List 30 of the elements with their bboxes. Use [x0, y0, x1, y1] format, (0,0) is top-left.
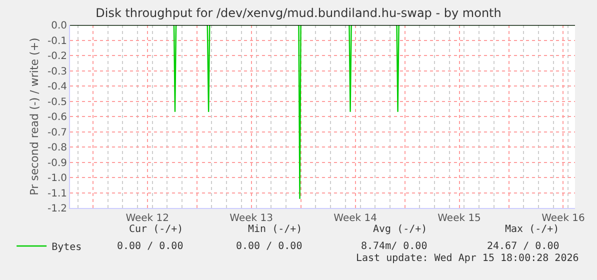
- text: Max (-/+): [505, 224, 560, 235]
- y-axis-title: Pr second read (-) / write (+): [28, 38, 42, 196]
- chart-title: Disk throughput for /dev/xenvg/mud.bundiland.hu-swap - by month: [96, 6, 502, 20]
- y-tick-label: -0.1: [47, 36, 67, 47]
- y-tick-label: 0.0: [51, 20, 67, 32]
- text: Last update: Wed Apr 15 18:00:28 2026: [356, 253, 579, 264]
- y-tick-label: -1.1: [47, 188, 67, 200]
- x-tick-label: Week 12: [126, 213, 170, 224]
- y-tick-label: -1.0: [47, 173, 67, 184]
- text: 0.00 / 0.00: [236, 241, 302, 252]
- y-tick-label: -0.8: [47, 142, 67, 154]
- y-tick-label: -0.9: [47, 158, 67, 169]
- y-tick-label: -0.5: [47, 96, 67, 108]
- text: Cur (-/+): [129, 224, 184, 235]
- text: 0.00 / 0.00: [117, 241, 184, 252]
- y-tick-label: -0.2: [47, 51, 67, 62]
- y-tick-label: -1.2: [47, 204, 67, 214]
- x-tick-label: Week 15: [438, 213, 481, 224]
- legend-label: Bytes: [52, 242, 82, 253]
- text: 24.67 / 0.00: [487, 241, 560, 252]
- y-tick-label: -0.6: [47, 112, 67, 123]
- y-tick-label: -0.3: [47, 66, 67, 78]
- x-tick-label: Week 14: [334, 213, 377, 224]
- x-tick-label: Week 13: [230, 213, 273, 224]
- y-tick-label: -0.7: [47, 127, 67, 138]
- x-tick-label: Week 16: [542, 213, 585, 224]
- text: Avg (-/+): [373, 224, 428, 235]
- y-tick-label: -0.4: [47, 82, 67, 92]
- text: 8.74m/ 0.00: [361, 241, 428, 252]
- text: Min (-/+): [248, 224, 302, 235]
